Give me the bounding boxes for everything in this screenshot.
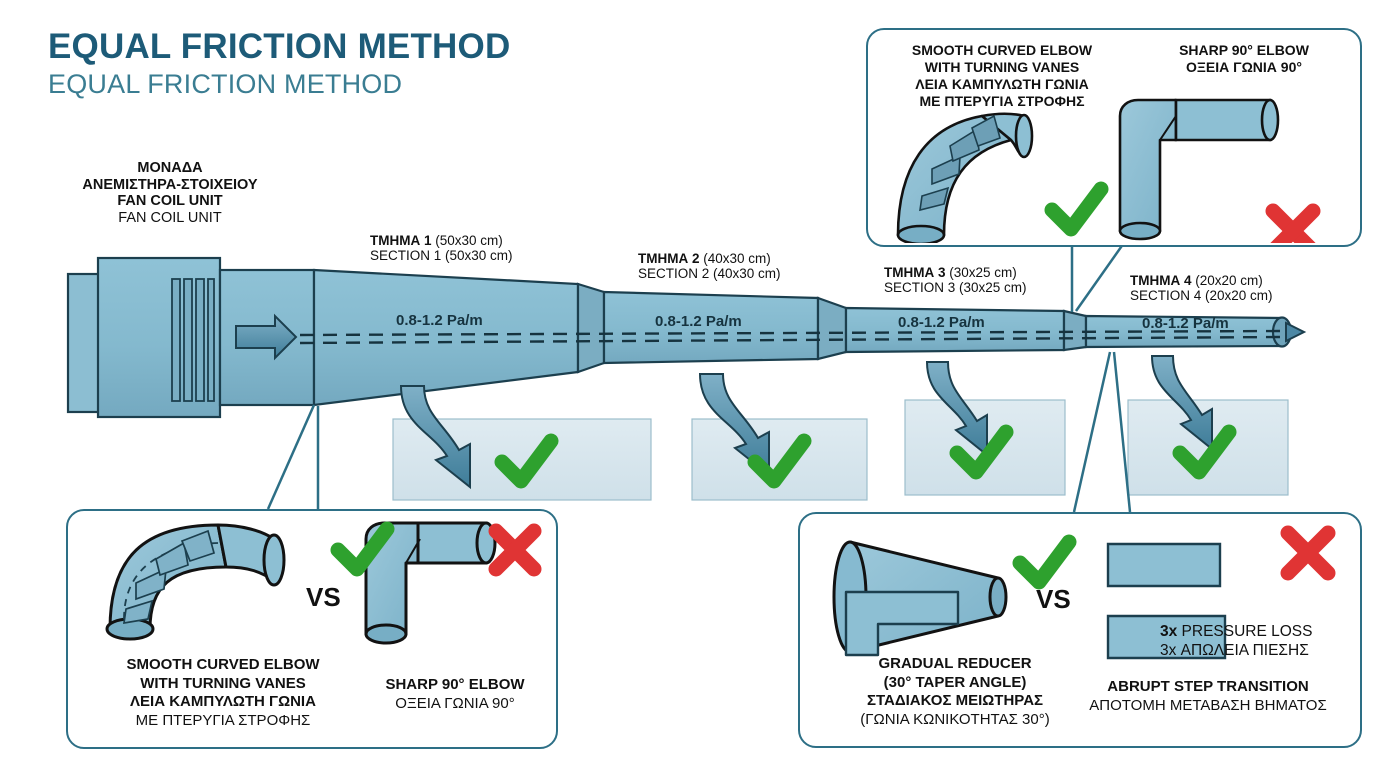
check-icon-panel-3 — [949, 424, 1014, 480]
section-4-pressure: 0.8-1.2 Pa/m — [1142, 315, 1229, 332]
fcu-line-1: ΜΟΝΑΔΑ — [137, 160, 203, 176]
fcu-line-2: ΑΝΕΜΙΣΤΗΡΑ-ΣΤΟΙΧΕΙΟΥ — [82, 176, 258, 193]
section-2-caption: ΤΜΗΜΑ 2 (40x30 cm) SECTION 2 (40x30 cm) — [638, 251, 781, 281]
fan-coil-unit-caption: ΜΟΝΑΔΑ ΑΝΕΜΙΣΤΗΡΑ-ΣΤΟΙΧΕΙΟΥ FAN COIL UNI… — [30, 160, 310, 226]
callout-bottom-right-illustrations — [832, 525, 1336, 660]
section-4-size-greek: (20x20 cm) — [1195, 273, 1263, 288]
duct-section-1 — [312, 268, 580, 407]
section-2-label-english: SECTION 2 — [638, 266, 710, 281]
cross-icon-bottom-left — [488, 523, 542, 577]
section-3-caption: ΤΜΗΜΑ 3 (30x25 cm) SECTION 3 (30x25 cm) — [884, 265, 1027, 295]
section-4-caption: ΤΜΗΜΑ 4 (20x20 cm) SECTION 4 (20x20 cm) — [1130, 273, 1273, 303]
check-icon-bottom-left — [330, 521, 395, 577]
callout-top-right-bad-caption: SHARP 90° ELBOW ΟΞΕΙΑ ΓΩΝΙΑ 90° — [1144, 42, 1344, 76]
check-icon-panel-2 — [747, 433, 812, 489]
abrupt-step-shape — [844, 590, 960, 657]
callout-top-right-good-caption: SMOOTH CURVED ELBOW WITH TURNING VANES Λ… — [882, 42, 1122, 110]
bl-bad-line-1: SHARP 90° ELBOW — [385, 676, 525, 693]
br-bad-line-1: ABRUPT STEP TRANSITION — [1107, 678, 1309, 695]
tr-bad-line-1: SHARP 90° ELBOW — [1179, 42, 1309, 58]
title-main: EQUAL FRICTION METHOD — [48, 27, 511, 66]
tr-good-line-4: ΜΕ ΠΤΕΡΥΓΙΑ ΣΤΡΟΦΗΣ — [919, 93, 1085, 109]
section-2-pressure: 0.8-1.2 Pa/m — [655, 313, 742, 330]
fcu-line-4: FAN COIL UNIT — [118, 209, 222, 226]
duct-transition-2-3 — [816, 296, 848, 361]
panel-checkmarks — [494, 424, 1237, 489]
panel-2 — [691, 418, 868, 501]
section-2-size-greek: (40x30 cm) — [703, 251, 771, 266]
duct-transition-3-4 — [1062, 309, 1088, 352]
section-1-size-greek: (50x30 cm) — [435, 233, 503, 248]
section-4-size-english: (20x20 cm) — [1205, 288, 1273, 303]
pressure-loss-note: 3x PRESSURE LOSS 3x ΑΠΩΛΕΙΑ ΠΙΕΣΗΣ — [1160, 622, 1313, 660]
smooth-curved-elbow-icon — [896, 112, 1034, 243]
tr-bad-line-2: ΟΞΕΙΑ ΓΩΝΙΑ 90° — [1186, 59, 1302, 75]
duct-centerline — [299, 329, 1281, 345]
fan-coil-fins — [171, 278, 215, 402]
br-good-line-1: GRADUAL REDUCER — [878, 655, 1032, 672]
page-title: EQUAL FRICTION METHOD EQUAL FRICTION MET… — [48, 28, 510, 100]
section-2-size-english: (40x30 cm) — [713, 266, 781, 281]
section-2-label-greek: ΤΜΗΜΑ 2 — [638, 251, 700, 266]
pressure-loss-english: PRESSURE LOSS — [1177, 623, 1313, 640]
fcu-line-3: FAN COIL UNIT — [117, 193, 223, 209]
callout-bottom-left-bad-caption: SHARP 90° ELBOW ΟΞΕΙΑ ΓΩΝΙΑ 90° — [340, 676, 570, 713]
flow-arrow-icon — [235, 313, 298, 361]
section-3-label-greek: ΤΜΗΜΑ 3 — [884, 265, 946, 280]
duct-transition-1-2 — [576, 282, 606, 374]
section-1-pressure: 0.8-1.2 Pa/m — [396, 312, 483, 329]
section-3-size-english: (30x25 cm) — [959, 280, 1027, 295]
br-good-line-3: ΣΤΑΔΙΑΚΟΣ ΜΕΙΩΤΗΡΑΣ — [866, 692, 1044, 709]
callout-top-right-illustrations — [896, 98, 1321, 243]
bl-good-line-4: ΜΕ ΠΤΕΡΥΓΙΑ ΣΤΡΟΦΗΣ — [135, 711, 311, 729]
section-4-label-english: SECTION 4 — [1130, 288, 1202, 303]
pressure-loss-multiplier: 3x — [1160, 623, 1178, 640]
check-icon-panel-4 — [1172, 424, 1237, 480]
check-icon-bottom-right — [1012, 534, 1077, 590]
cross-icon-top-right — [1265, 203, 1321, 243]
section-1-caption: ΤΜΗΜΑ 1 (50x30 cm) SECTION 1 (50x30 cm) — [370, 233, 513, 263]
check-icon-panel-1 — [494, 433, 559, 489]
section-1-label-english: SECTION 1 — [370, 248, 442, 263]
leader-lines — [266, 239, 1132, 513]
section-3-label-english: SECTION 3 — [884, 280, 956, 295]
down-arrow-1 — [399, 385, 471, 490]
pressure-loss-greek-multiplier: 3x — [1160, 642, 1177, 659]
section-1-label-greek: ΤΜΗΜΑ 1 — [370, 233, 432, 248]
section-3-pressure: 0.8-1.2 Pa/m — [898, 314, 985, 331]
br-good-line-2: (30° TAPER ANGLE) — [883, 673, 1027, 691]
bl-bad-line-2: ΟΞΕΙΑ ΓΩΝΙΑ 90° — [395, 694, 515, 712]
callout-bottom-left-illustrations — [105, 521, 542, 645]
tr-good-line-1: SMOOTH CURVED ELBOW — [911, 42, 1093, 58]
tr-good-line-2: WITH TURNING VANES — [924, 59, 1080, 75]
callout-down-arrows — [399, 355, 1213, 490]
vs-label-bottom-left: VS — [306, 582, 341, 612]
section-4-label-greek: ΤΜΗΜΑ 4 — [1130, 273, 1192, 288]
section-1-size-english: (50x30 cm) — [445, 248, 513, 263]
step-transition-blocks — [1106, 542, 1227, 660]
vs-label-bottom-right: VS — [1036, 584, 1071, 614]
br-good-line-4: (ΓΩΝΙΑ ΚΩΝΙΚΟΤΗΤΑΣ 30°) — [860, 710, 1050, 728]
pressure-loss-greek: ΑΠΩΛΕΙΑ ΠΙΕΣΗΣ — [1176, 642, 1309, 659]
bl-good-line-2: WITH TURNING VANES — [140, 674, 306, 692]
callout-bottom-right-bad-caption: ABRUPT STEP TRANSITION ΑΠΟΤΟΜΗ ΜΕΤΑΒΑΣΗ … — [1072, 678, 1344, 715]
cross-icon-bottom-right — [1280, 525, 1336, 581]
fan-coil-unit — [66, 256, 316, 419]
sharp-elbow-icon — [1118, 98, 1280, 241]
bl-good-line-1: SMOOTH CURVED ELBOW — [126, 656, 320, 673]
smooth-curved-elbow-icon — [105, 523, 286, 641]
title-subtitle: EQUAL FRICTION METHOD — [48, 69, 403, 99]
bl-good-line-3: ΛΕΙΑ ΚΑΜΠΥΛΩΤΗ ΓΩΝΙΑ — [130, 693, 316, 710]
section-3-size-greek: (30x25 cm) — [949, 265, 1017, 280]
check-icon-top-right — [1044, 181, 1109, 237]
callout-bottom-right-good-caption: GRADUAL REDUCER (30° TAPER ANGLE) ΣΤΑΔΙΑ… — [820, 655, 1090, 729]
callout-bottom-left-good-caption: SMOOTH CURVED ELBOW WITH TURNING VANES Λ… — [78, 656, 368, 730]
br-bad-line-2: ΑΠΟΤΟΜΗ ΜΕΤΑΒΑΣΗ ΒΗΜΑΤΟΣ — [1089, 696, 1327, 714]
tr-good-line-3: ΛΕΙΑ ΚΑΜΠΥΛΩΤΗ ΓΩΝΙΑ — [915, 76, 1089, 92]
duct-outlet-arrow-icon — [1285, 321, 1307, 343]
